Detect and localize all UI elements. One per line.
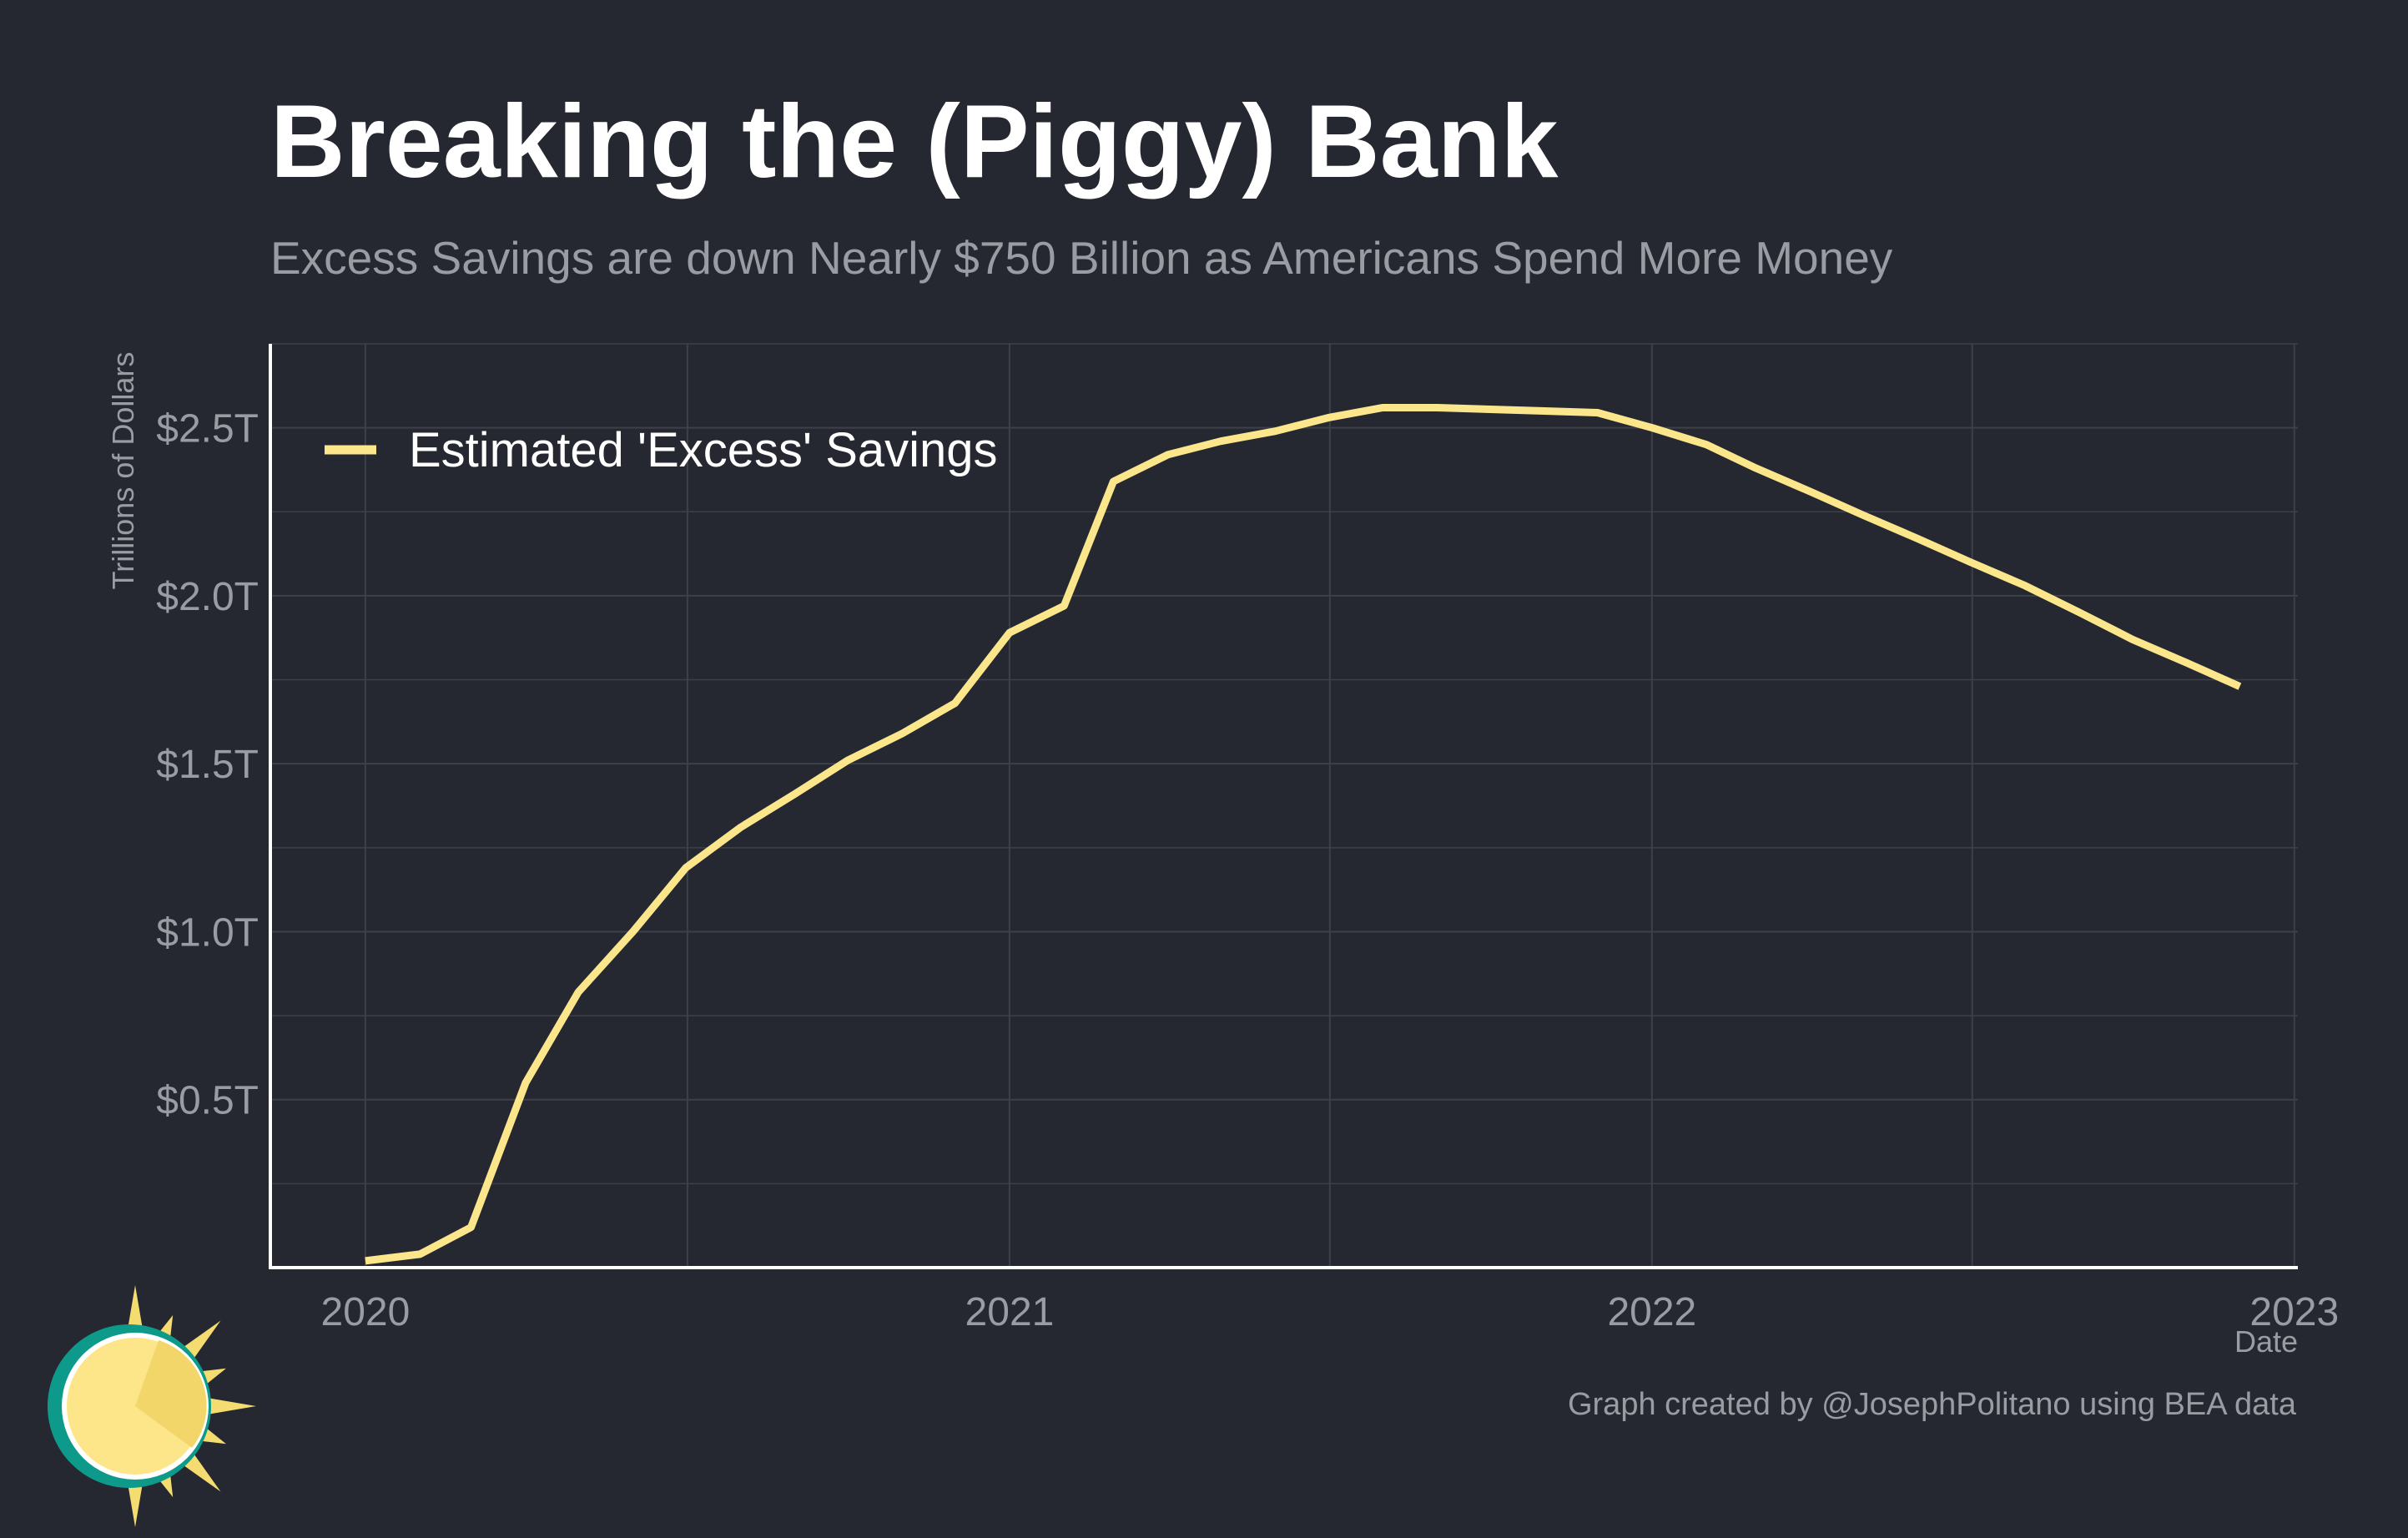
y-tick-label: $2.0T [156, 575, 259, 619]
y-tick-label: $2.5T [156, 407, 259, 451]
x-axis-title: Date [2234, 1324, 2298, 1359]
x-tick-label: 2021 [965, 1290, 1055, 1334]
series [365, 404, 2242, 1265]
legend-label: Estimated 'Excess' Savings [409, 423, 998, 477]
x-tick-label: 2022 [1607, 1290, 1696, 1334]
chart-subtitle: Excess Savings are down Nearly $750 Bill… [270, 232, 1893, 284]
y-tick-label: $1.0T [156, 910, 259, 955]
y-tick-label: $1.5T [156, 743, 259, 787]
legend: Estimated 'Excess' Savings [325, 423, 998, 477]
axis-labels: $0.5T $1.0T $1.5T $2.0T $2.5T 2020 2021 2022 202… [106, 352, 2339, 1359]
x-tick-label: 2023 [2249, 1290, 2339, 1334]
logo-sun-shade [135, 1340, 207, 1448]
logo-ray [201, 1396, 256, 1416]
grid [270, 343, 2298, 1268]
y-tick-label: $0.5T [156, 1079, 259, 1123]
y-axis-title: Trillions of Dollars [106, 352, 140, 590]
sun-logo-icon [48, 1285, 256, 1527]
series-line [365, 404, 2242, 1265]
axes [269, 344, 2298, 1269]
x-tick-label: 2020 [321, 1290, 411, 1334]
source-caption: Graph created by @JosephPolitano using B… [1567, 1387, 2296, 1422]
chart-title: Breaking the (Piggy) Bank [270, 84, 1559, 199]
